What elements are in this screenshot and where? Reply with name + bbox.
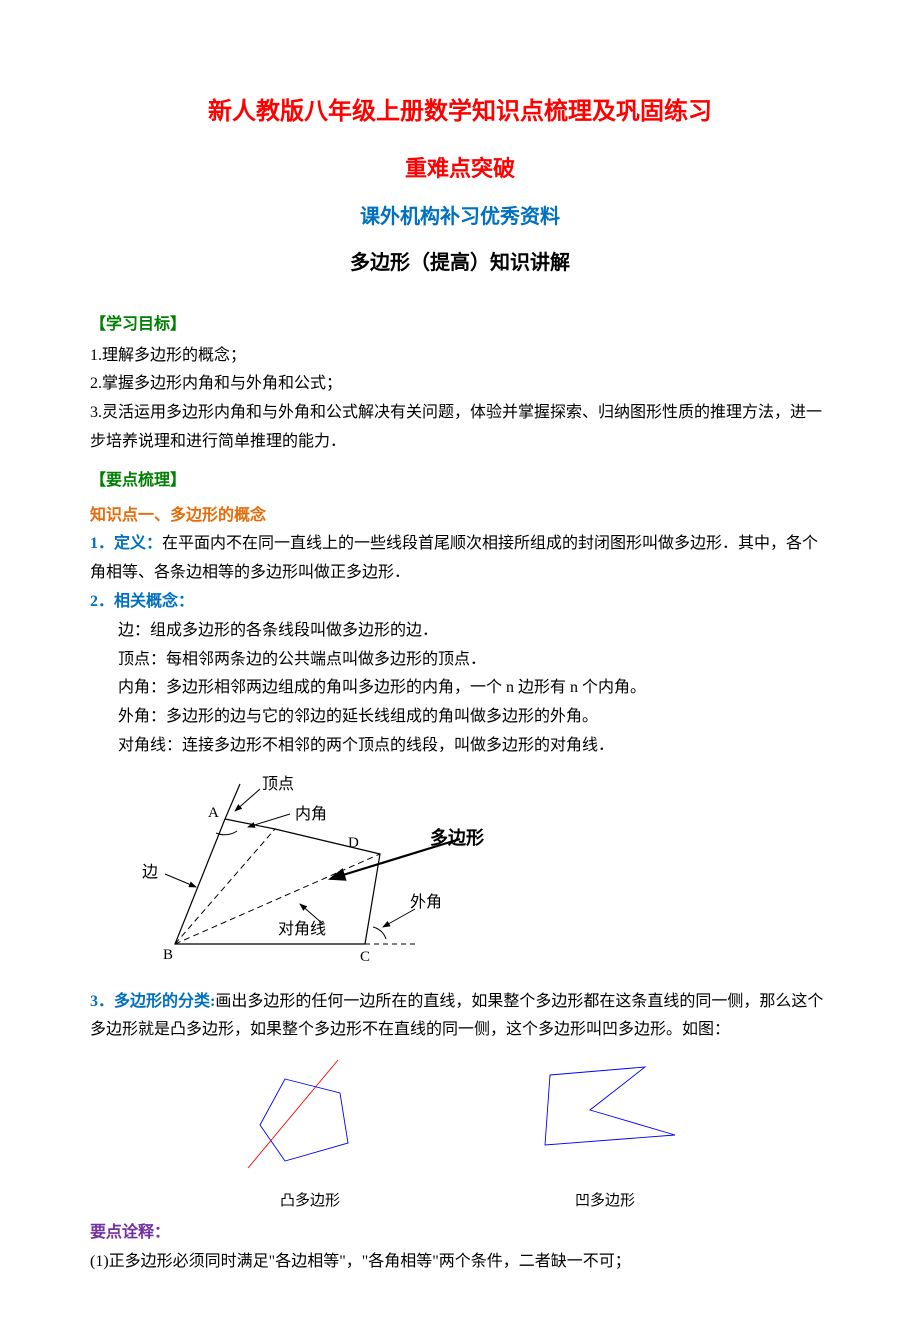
label-D: D bbox=[348, 835, 359, 851]
title-sub2: 课外机构补习优秀资料 bbox=[90, 199, 830, 235]
concept-item: 内角：多边形相邻两边组成的角叫多边形的内角，一个 n 边形有 n 个内角。 bbox=[90, 674, 830, 703]
label-A: A bbox=[208, 805, 219, 821]
objective-item: 3.灵活运用多边形内角和与外角和公式解决有关问题，体验并掌握探索、归纳图形性质的… bbox=[90, 399, 830, 457]
definition-2-label: 2．相关概念： bbox=[90, 593, 194, 610]
definition-1: 1．定义：在平面内不在同一直线上的一些线段首尾顺次相接所组成的封闭图形叫做多边形… bbox=[90, 530, 830, 588]
label-B: B bbox=[163, 947, 173, 963]
concept-item: 顶点：每相邻两条边的公共端点叫做多边形的顶点． bbox=[90, 646, 830, 675]
definition-2: 2．相关概念： bbox=[90, 588, 830, 617]
section-objectives-heading: 【学习目标】 bbox=[90, 311, 830, 340]
shape-examples: 凸多边形 凹多边形 bbox=[90, 1055, 830, 1215]
title-sub1: 重难点突破 bbox=[90, 149, 830, 189]
definition-1-text: 在平面内不在同一直线上的一些线段首尾顺次相接所组成的封闭图形叫做多边形．其中，各… bbox=[90, 535, 818, 581]
concept-item: 对角线：连接多边形不相邻的两个顶点的线段，叫做多边形的对角线． bbox=[90, 732, 830, 761]
note-title: 要点诠释： bbox=[90, 1219, 830, 1248]
concept-item: 外角：多边形的边与它的邻边的延长线组成的角叫做多边形的外角。 bbox=[90, 703, 830, 732]
note-item: (1)正多边形必须同时满足"各边相等"，"各角相等"两个条件，二者缺一不可； bbox=[90, 1248, 830, 1277]
convex-shape-box: 凸多边形 bbox=[230, 1055, 390, 1215]
label-interior: 内角 bbox=[295, 805, 327, 823]
label-diagonal: 对角线 bbox=[278, 920, 326, 938]
section-outline-heading: 【要点梳理】 bbox=[90, 467, 830, 496]
label-exterior: 外角 bbox=[410, 893, 442, 911]
knowledge-point-title: 知识点一、多边形的概念 bbox=[90, 502, 830, 531]
definition-1-label: 1．定义： bbox=[90, 535, 162, 552]
label-side: 边 bbox=[142, 863, 158, 881]
concave-shape-box: 凹多边形 bbox=[520, 1055, 690, 1215]
title-main: 新人教版八年级上册数学知识点梳理及巩固练习 bbox=[90, 90, 830, 133]
definition-3-label: 3．多边形的分类: bbox=[90, 993, 215, 1010]
concept-item: 边：组成多边形的各条线段叫做多边形的边． bbox=[90, 617, 830, 646]
title-topic: 多边形（提高）知识讲解 bbox=[90, 245, 830, 281]
label-polygon: 多边形 bbox=[430, 827, 484, 848]
label-C: C bbox=[360, 949, 370, 965]
definition-3: 3．多边形的分类:画出多边形的任何一边所在的直线，如果整个多边形都在这条直线的同… bbox=[90, 988, 830, 1046]
concave-label: 凹多边形 bbox=[520, 1188, 690, 1215]
label-vertex: 顶点 bbox=[262, 775, 294, 793]
objective-item: 2.掌握多边形内角和与外角和公式； bbox=[90, 370, 830, 399]
objective-item: 1.理解多边形的概念； bbox=[90, 342, 830, 371]
convex-label: 凸多边形 bbox=[230, 1188, 390, 1215]
polygon-diagram: 顶点 内角 多边形 边 对角线 外角 A B C D bbox=[130, 769, 830, 980]
objectives-list: 1.理解多边形的概念； 2.掌握多边形内角和与外角和公式； 3.灵活运用多边形内… bbox=[90, 342, 830, 457]
